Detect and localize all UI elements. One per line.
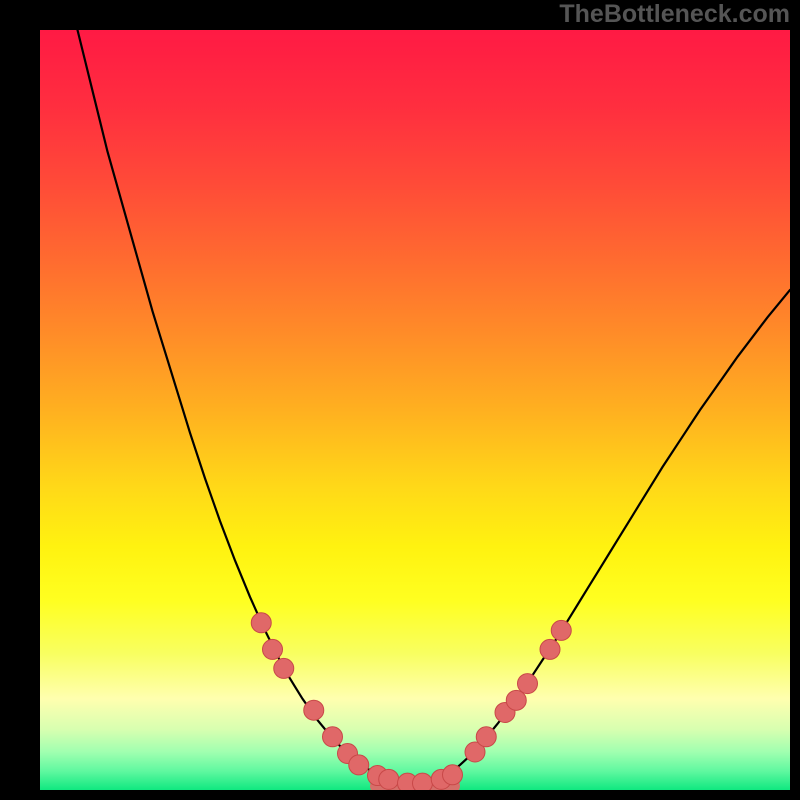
chart-container: TheBottleneck.com [0,0,800,800]
watermark-text: TheBottleneck.com [559,0,790,29]
data-marker [251,613,271,633]
data-marker [413,773,433,790]
bottleneck-curve [78,30,791,786]
data-marker [349,755,369,775]
data-marker [476,727,496,747]
data-marker [274,658,294,678]
plot-svg [40,30,790,790]
data-marker [379,769,399,789]
data-marker [304,700,324,720]
data-marker [263,639,283,659]
data-marker [551,620,571,640]
plot-area [40,30,790,790]
data-marker [443,765,463,785]
data-marker [518,674,538,694]
data-marker [323,727,343,747]
data-marker [540,639,560,659]
data-marker [506,690,526,710]
